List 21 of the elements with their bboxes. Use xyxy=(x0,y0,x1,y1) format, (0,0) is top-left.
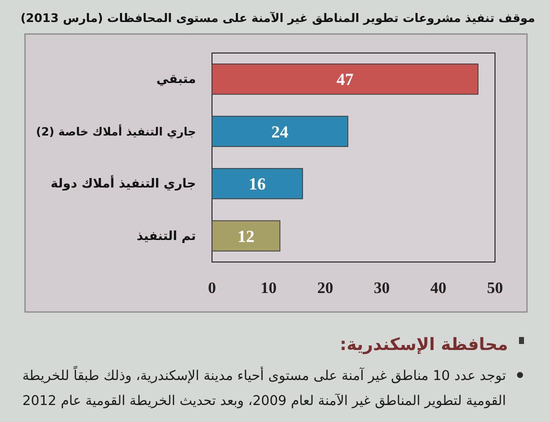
notes: محافظة الإسكندرية: توجد عدد 10 مناطق غير آمنة على مستوى أحياء مدينة الإسكندرية، وذلك طبقاً للخريطة القومية لتطوير المناطق غير الآمنة لعام 2009، وبعد تحديث الخريطة القومية عام 2012 xyxy=(22,335,508,409)
y-tick-label: تم التنفيذ xyxy=(136,228,196,244)
bar xyxy=(212,64,478,95)
x-tick-label: 30 xyxy=(374,280,390,297)
x-tick-label: 50 xyxy=(487,280,503,297)
bar xyxy=(212,168,303,200)
data-label: 24 xyxy=(271,122,289,142)
bar xyxy=(212,220,280,252)
x-tick-label: 0 xyxy=(208,280,216,297)
x-tick-label: 20 xyxy=(317,280,334,297)
y-tick-label: جاري التنفيذ أملاك دولة xyxy=(50,174,196,192)
chart-title: موقف تنفيذ مشروعات تطوير المناطق غير الآمنة على مستوى المحافظات (مارس 2013) xyxy=(20,11,535,25)
x-tick-label: 40 xyxy=(430,280,446,297)
y-tick-label: جاري التنفيذ أملاك خاصة (2) xyxy=(36,123,196,138)
bar xyxy=(212,116,348,147)
data-label: 47 xyxy=(336,70,354,90)
data-label: 12 xyxy=(237,226,254,246)
data-label: 16 xyxy=(248,174,266,194)
plot: 47 24 16 12 xyxy=(212,52,496,262)
y-tick-label: متبقي xyxy=(156,71,196,88)
x-tick-label: 10 xyxy=(260,280,277,297)
